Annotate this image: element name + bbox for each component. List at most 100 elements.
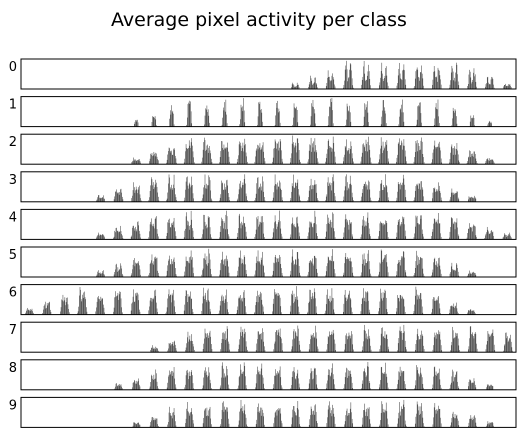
activity-bar [224, 183, 225, 202]
activity-bar [433, 188, 435, 202]
activity-bar [401, 222, 402, 240]
activity-bar [151, 374, 152, 390]
activity-bar [86, 311, 88, 315]
activity-bar [170, 294, 172, 315]
activity-bar [115, 296, 117, 315]
activity-bar [309, 144, 311, 165]
activity-bar [420, 189, 421, 202]
activity-bar [186, 260, 187, 277]
activity-bar [118, 232, 119, 240]
activity-bar [27, 310, 29, 315]
activity-bar [416, 119, 418, 127]
activity-bar [505, 85, 507, 89]
activity-bar [325, 236, 326, 240]
activity-bar [399, 326, 401, 353]
activity-bar [135, 120, 136, 127]
activity-bar [209, 259, 211, 277]
activity-bar [173, 412, 174, 428]
activity-bar [332, 148, 333, 165]
activity-bar [315, 123, 316, 127]
activity-bar [103, 198, 105, 202]
activity-bar [437, 333, 438, 353]
activity-bar [188, 412, 189, 428]
activity-bar [349, 153, 350, 165]
activity-bar [347, 106, 348, 127]
activity-bar [474, 226, 476, 240]
activity-bar [211, 162, 213, 165]
activity-bar [452, 330, 454, 353]
activity-bar [172, 189, 174, 202]
activity-bar [261, 149, 263, 165]
activity-bar [113, 237, 114, 240]
activity-bar [312, 185, 313, 202]
activity-bar [416, 255, 418, 277]
activity-bar [470, 380, 472, 390]
activity-bar [173, 257, 175, 277]
activity-bar [400, 376, 401, 390]
activity-bar [272, 161, 273, 165]
activity-bar [175, 231, 176, 240]
activity-bar [150, 297, 151, 315]
activity-bar [297, 401, 299, 428]
activity-bar [137, 262, 138, 277]
activity-bar [329, 148, 331, 165]
activity-bar [158, 236, 159, 240]
activity-bar [490, 384, 492, 390]
activity-bar [155, 418, 157, 428]
activity-bar [435, 191, 436, 202]
activity-bar [42, 313, 44, 315]
activity-bar [343, 232, 345, 240]
activity-bar [279, 221, 281, 240]
activity-bar [400, 78, 401, 89]
activity-bar [487, 158, 489, 165]
activity-bar [280, 188, 282, 202]
activity-bar [312, 85, 313, 89]
activity-bar [315, 184, 316, 202]
activity-bar [116, 263, 117, 277]
activity-bar [333, 413, 335, 428]
activity-bar [433, 188, 434, 202]
activity-bar [139, 233, 141, 240]
activity-bar [264, 424, 265, 428]
activity-bar [193, 198, 194, 202]
activity-bar [413, 310, 415, 315]
activity-bar [209, 227, 211, 240]
activity-bar [435, 371, 437, 390]
activity-bar [278, 186, 280, 202]
activity-bar [275, 115, 276, 127]
activity-bar [257, 250, 259, 277]
activity-bar [488, 333, 489, 353]
activity-bar [299, 387, 300, 390]
activity-bar [223, 300, 225, 315]
activity-bar [208, 147, 210, 165]
activity-bar [347, 220, 348, 240]
activity-bar [238, 420, 240, 428]
class-label: 1 [9, 98, 17, 113]
activity-bar [151, 420, 152, 428]
activity-bar [420, 257, 422, 277]
activity-bar [361, 152, 363, 165]
activity-bar [381, 366, 383, 390]
activity-bar [330, 185, 331, 202]
activity-bar [325, 304, 327, 315]
activity-bar [486, 77, 488, 89]
activity-bar [192, 383, 194, 390]
activity-bar [471, 83, 472, 89]
activity-bar [149, 224, 151, 240]
activity-bar [414, 78, 416, 89]
activity-bar [454, 337, 455, 353]
activity-bar [397, 154, 398, 165]
activity-bar [296, 375, 297, 390]
activity-bar [257, 124, 258, 127]
activity-bar [402, 174, 404, 202]
activity-bar [171, 415, 172, 428]
activity-bar [346, 119, 347, 127]
activity-bar [397, 295, 398, 315]
activity-bar [135, 226, 136, 240]
activity-bar [204, 295, 206, 315]
activity-bar [473, 310, 474, 315]
activity-bar [276, 102, 277, 127]
activity-bar [202, 303, 203, 315]
activity-bar [492, 332, 493, 353]
activity-bar [454, 418, 455, 428]
